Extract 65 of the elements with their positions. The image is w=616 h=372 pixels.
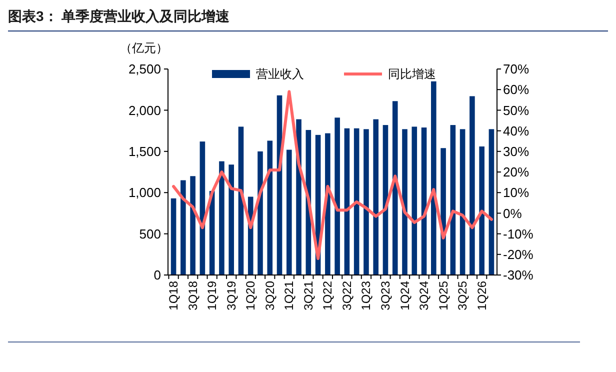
- y-tick-label: 500: [139, 226, 161, 242]
- bar: [392, 101, 398, 275]
- bar: [354, 128, 360, 275]
- bar: [325, 133, 330, 275]
- legend-label: 同比增速: [388, 67, 436, 82]
- y2-tick-label: 40%: [503, 123, 530, 138]
- y2-tick-label: 0%: [503, 206, 522, 221]
- bar: [364, 129, 369, 275]
- x-tick-label: 3Q22: [340, 280, 354, 310]
- y2-tick-label: 10%: [503, 185, 530, 200]
- x-tick-label: 1Q18: [166, 280, 181, 310]
- bar: [190, 176, 196, 275]
- y-tick-label: 2,500: [128, 62, 161, 77]
- x-tick-label: 3Q18: [186, 280, 200, 310]
- bar: [258, 151, 263, 275]
- bar: [402, 129, 408, 275]
- x-tick-label: 3Q25: [456, 280, 470, 310]
- bar: [382, 125, 388, 275]
- bar: [450, 125, 456, 275]
- legend-label: 营业收入: [256, 67, 304, 82]
- y-tick-label: 0: [154, 268, 161, 283]
- y2-tick-label: -20%: [503, 246, 534, 262]
- bar: [421, 128, 427, 275]
- y2-tick-label: 60%: [503, 82, 530, 98]
- bar: [180, 180, 186, 275]
- bar: [267, 140, 273, 275]
- bar: [286, 150, 292, 275]
- bar: [170, 198, 176, 275]
- bar: [470, 96, 475, 275]
- bar: [373, 119, 379, 275]
- line-series: [172, 90, 493, 260]
- x-tick-label: 1Q20: [244, 280, 258, 310]
- x-tick-label: 1Q21: [282, 280, 296, 310]
- bar: [219, 161, 224, 275]
- x-tick-label: 1Q26: [474, 280, 489, 310]
- x-tick-label: 3Q21: [301, 280, 316, 310]
- y2-tick-label: 30%: [503, 144, 530, 159]
- x-tick-label: 1Q23: [359, 280, 374, 310]
- bar: [412, 126, 418, 275]
- y-axis-title: （亿元）: [120, 41, 168, 55]
- x-tick-label: 3Q24: [417, 280, 432, 310]
- bar: [488, 129, 494, 275]
- y2-tick-label: -10%: [503, 226, 534, 242]
- bar: [334, 118, 340, 275]
- y-tick-label: 2,000: [128, 102, 161, 118]
- bar: [479, 146, 484, 275]
- x-tick-label: 1Q24: [398, 280, 412, 310]
- y2-tick-label: 70%: [503, 62, 530, 77]
- x-tick-label: 3Q20: [262, 280, 277, 310]
- y-tick-label: 1,500: [128, 144, 161, 159]
- x-tick-label: 3Q19: [224, 280, 238, 310]
- x-tick-label: 1Q22: [320, 280, 335, 310]
- y2-tick-label: 50%: [503, 102, 530, 118]
- bar: [460, 129, 466, 275]
- x-tick-label: 3Q23: [378, 280, 392, 310]
- bar: [344, 128, 350, 275]
- y-tick-label: 1,000: [128, 185, 161, 200]
- x-tick-label: 1Q19: [205, 280, 220, 310]
- chart-title: 图表3： 单季度营业收入及同比增速: [8, 8, 231, 24]
- x-tick-label: 1Q25: [436, 280, 450, 310]
- bar: [440, 148, 446, 275]
- bar: [431, 81, 436, 275]
- y2-tick-label: -30%: [503, 268, 534, 283]
- bar: [228, 164, 234, 275]
- y2-tick-label: 20%: [503, 164, 530, 180]
